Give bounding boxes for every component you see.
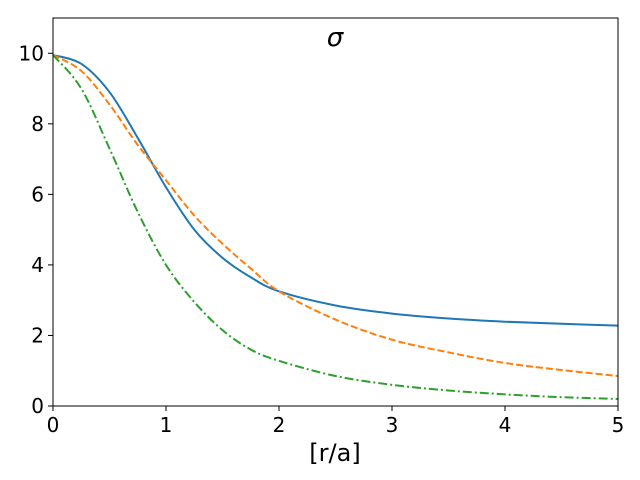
series-line-1 bbox=[52, 54, 619, 327]
x-tick-label: 4 bbox=[499, 413, 512, 437]
x-tick-label: 3 bbox=[386, 413, 399, 437]
series-line-2 bbox=[52, 54, 619, 378]
y-axis-ticks: 0 2 4 6 8 10 bbox=[19, 41, 53, 418]
y-tick-label: 4 bbox=[31, 253, 44, 277]
x-tick-label: 1 bbox=[160, 413, 173, 437]
x-axis-ticks: 0 1 2 3 4 5 bbox=[47, 406, 625, 437]
x-tick-label: 2 bbox=[273, 413, 286, 437]
y-tick-label: 8 bbox=[31, 112, 44, 136]
x-tick-label: 0 bbox=[47, 413, 60, 437]
chart-title: σ bbox=[327, 23, 345, 53]
y-tick-label: 10 bbox=[19, 41, 44, 65]
y-tick-label: 6 bbox=[31, 182, 44, 206]
plot-frame bbox=[52, 17, 619, 407]
plot-area bbox=[53, 18, 618, 406]
series-layer bbox=[52, 54, 619, 400]
y-tick-label: 0 bbox=[31, 394, 44, 418]
y-tick-label: 2 bbox=[31, 323, 44, 347]
x-axis-label: [r/a] bbox=[309, 439, 360, 467]
series-line-3 bbox=[52, 54, 619, 400]
x-tick-label: 5 bbox=[612, 413, 625, 437]
